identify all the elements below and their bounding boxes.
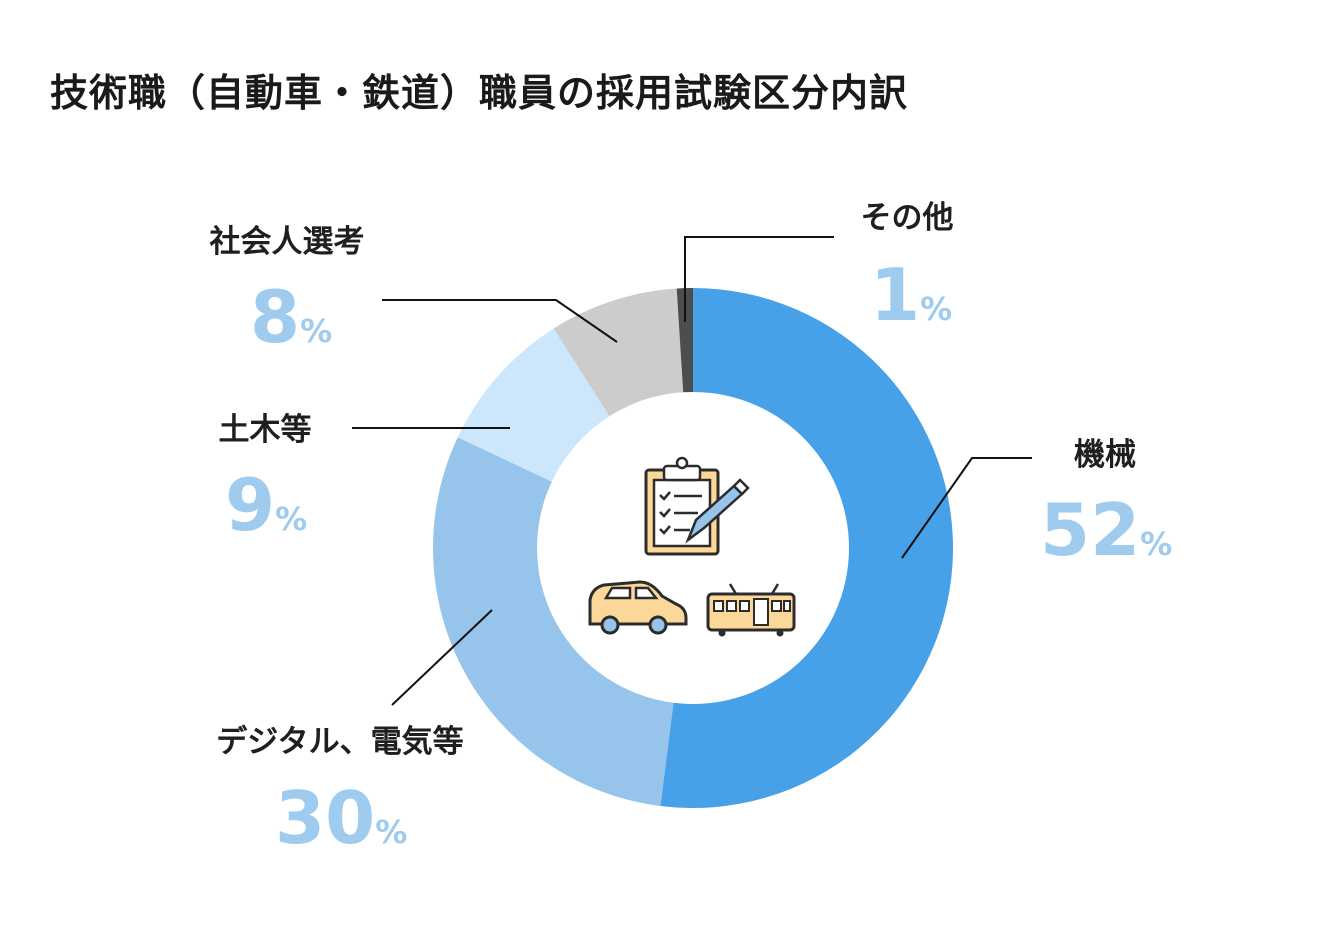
- slice-value-doboku: 9%: [225, 463, 307, 547]
- car-icon: [588, 580, 688, 635]
- leader-line-digital-denki: [391, 609, 493, 706]
- slice-digital-denki: [432, 437, 674, 806]
- slice-label-shakaijin: 社会人選考: [210, 224, 365, 260]
- chart-title: 技術職（自動車・鉄道）職員の採用試験区分内訳: [50, 71, 909, 115]
- slice-label-sonota: その他: [861, 200, 954, 236]
- donut-slices: [432, 288, 953, 809]
- slice-labels: 機械 52% デジタル、電気等 30% 土木等 9% 社会人選考 8% その他 1%: [210, 200, 1173, 860]
- leader-line-kikai: [901, 457, 1032, 559]
- leader-lines: [352, 236, 1032, 706]
- leader-line-shakaijin: [382, 299, 618, 343]
- slice-label-kikai: 機械: [1074, 437, 1136, 473]
- slice-kikai: [660, 288, 953, 809]
- slice-sonota: [676, 288, 693, 393]
- clipboard-pen-icon: [644, 456, 750, 556]
- train-icon: [706, 583, 796, 637]
- slice-doboku: [457, 328, 610, 482]
- slice-value-sonota: 1%: [870, 253, 952, 337]
- slice-value-digital-denki: 30%: [275, 776, 407, 860]
- slice-label-digital-denki: デジタル、電気等: [216, 724, 463, 760]
- leader-line-sonota: [684, 236, 834, 322]
- slice-value-kikai: 52%: [1040, 488, 1172, 572]
- slice-label-doboku: 土木等: [219, 412, 312, 448]
- slice-value-shakaijin: 8%: [250, 275, 332, 359]
